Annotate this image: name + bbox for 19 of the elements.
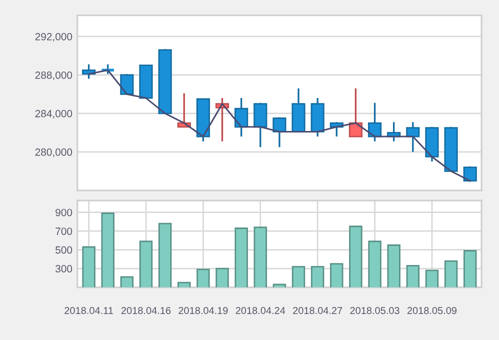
y-tick-label: 500: [56, 246, 72, 254]
x-tick-label: 2018.05.03: [350, 307, 400, 314]
y-tick-label: 300: [56, 265, 72, 272]
x-tick-label: 2018.04.11: [64, 307, 113, 314]
x-tick-label: 2018.04.16: [121, 307, 171, 314]
x-tick-label: 2018.04.19: [178, 307, 228, 314]
candlestick: [272, 116, 286, 148]
y-tick-label: 280,000: [35, 148, 72, 158]
candlestick: [120, 73, 134, 96]
y-tick-label: 292,000: [35, 32, 72, 42]
x-tick-label: 2018.04.24: [236, 307, 286, 314]
y-tick-label: 900: [56, 208, 72, 216]
candlestick: [406, 121, 420, 153]
x-tick-label: 2018.05.09: [407, 307, 457, 314]
y-tick-label: 284,000: [35, 110, 72, 119]
y-tick-label: 288,000: [35, 71, 72, 80]
y-tick-label: 700: [56, 228, 72, 235]
x-tick-label: 2018.04.27: [293, 307, 342, 314]
candlestick: [254, 102, 268, 148]
